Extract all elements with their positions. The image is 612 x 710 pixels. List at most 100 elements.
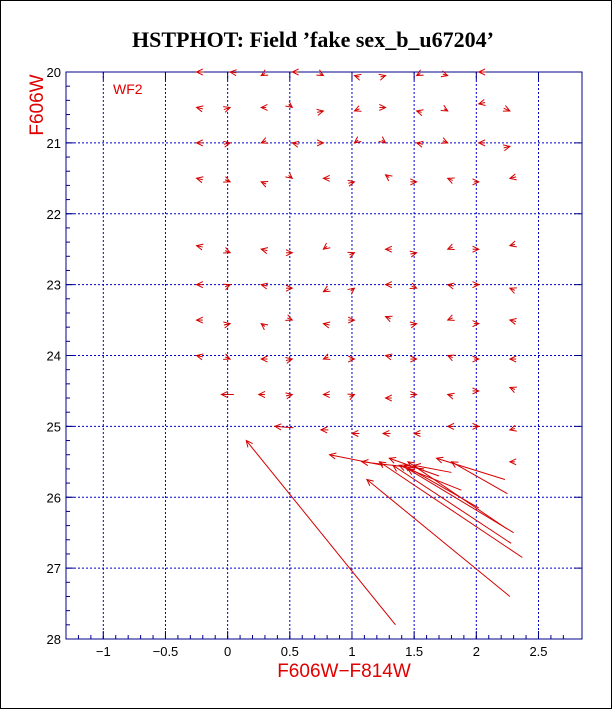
vector-arrow — [446, 422, 455, 430]
vector-arrow — [347, 316, 356, 324]
vector-arrow — [347, 287, 356, 295]
vector-arrow — [508, 287, 517, 294]
y-tick-label: 27 — [47, 561, 61, 576]
vector-arrow — [403, 464, 480, 509]
vector-arrow — [440, 70, 449, 78]
vector-arrow — [350, 429, 360, 437]
vector-arrow — [260, 247, 269, 254]
vector-arrow — [195, 176, 204, 184]
vector-arrow — [440, 104, 449, 112]
vector-arrow — [353, 136, 362, 144]
vector-arrow — [412, 429, 421, 437]
vector-arrow — [223, 353, 232, 360]
vector-arrow — [379, 103, 387, 111]
y-tick-label: 22 — [47, 207, 61, 222]
x-tick-label: 2.5 — [529, 644, 547, 659]
vector-arrow — [285, 284, 294, 292]
vector-arrow — [384, 315, 393, 323]
vector-arrow — [285, 392, 294, 400]
vector-arrow — [472, 387, 480, 395]
vector-arrow — [450, 461, 508, 495]
vector-arrow — [477, 99, 486, 106]
vector-arrow — [378, 136, 387, 144]
vector-arrow — [322, 390, 330, 398]
vector-arrow — [502, 105, 511, 112]
vector-arrow — [291, 140, 300, 148]
x-tick-label: 1.5 — [405, 644, 423, 659]
vector-arrow — [223, 247, 232, 254]
y-tick-label: 23 — [47, 278, 61, 293]
vector-arrow — [446, 354, 455, 362]
x-tick-labels: −1 −0.5 0 0.5 1 1.5 2 2.5 — [96, 644, 548, 659]
axis-ticks — [66, 71, 582, 640]
vector-arrow — [446, 314, 455, 321]
vector-arrow — [291, 68, 299, 76]
vector-arrow — [415, 109, 424, 117]
vector-arrow — [381, 429, 391, 437]
vector-arrow — [223, 321, 232, 329]
vector-arrow — [409, 250, 418, 258]
vector-arrow — [195, 243, 204, 251]
vector-arrow — [392, 464, 512, 544]
vector-arrow — [260, 322, 269, 331]
vector-arrow — [435, 456, 506, 481]
vector-arrow — [223, 106, 232, 113]
y-axis-label: F606W — [27, 74, 48, 135]
vector-arrow — [446, 243, 455, 251]
vector-arrow — [322, 242, 331, 250]
vector-arrow — [273, 423, 294, 431]
x-tick-label: 0 — [224, 644, 231, 659]
vector-arrow — [260, 355, 268, 363]
vector-arrow — [285, 249, 294, 257]
x-tick-label: 2 — [473, 644, 480, 659]
vector-arrow — [446, 392, 455, 400]
vector-arrow — [260, 69, 269, 77]
x-tick-label: −1 — [96, 644, 111, 659]
vector-arrow — [228, 69, 237, 77]
vector-arrow — [319, 426, 329, 434]
x-axis-label: F606W−F814W — [277, 661, 411, 682]
vector-arrow — [384, 281, 393, 289]
vector-arrow — [472, 245, 480, 253]
vector-arrow — [446, 282, 455, 290]
vector-arrow — [347, 393, 356, 401]
x-tick-label: −0.5 — [153, 644, 179, 659]
vector-arrow — [508, 355, 517, 363]
vector-arrow — [195, 105, 204, 113]
vector-arrow — [508, 240, 517, 248]
vector-arrow — [384, 394, 393, 402]
vector-arrow — [472, 281, 480, 289]
vector-arrow — [508, 458, 517, 466]
vector-arrow — [415, 69, 424, 77]
vector-arrow — [410, 390, 418, 398]
vector-arrow — [285, 314, 294, 321]
vector-arrow — [195, 139, 204, 147]
vector-arrow — [195, 353, 204, 361]
vector-arrow — [406, 461, 508, 530]
vector-arrow — [223, 176, 232, 183]
vector-arrow — [378, 461, 523, 558]
vector-arrow — [472, 178, 480, 186]
y-tick-label: 21 — [47, 136, 61, 151]
vector-arrow — [322, 353, 331, 360]
vector-arrow — [384, 353, 393, 361]
vector-arrow — [406, 468, 514, 534]
x-tick-label: 0.5 — [281, 644, 299, 659]
vector-arrow — [347, 355, 356, 363]
vector-arrow — [508, 424, 517, 432]
vector-arrow — [409, 321, 418, 329]
y-tick-label: 25 — [47, 419, 61, 434]
panel-label: WF2 — [113, 81, 143, 97]
vector-arrow — [440, 137, 449, 144]
y-tick-label: 20 — [47, 65, 61, 80]
vector-arrow — [347, 179, 356, 187]
vector-arrow — [285, 100, 294, 109]
vector-arrow — [388, 457, 440, 477]
vector-arrow — [260, 137, 269, 144]
vector-arrow — [195, 68, 205, 76]
y-tick-label: 26 — [47, 490, 61, 505]
vector-arrow — [260, 282, 269, 290]
vector-arrow — [260, 181, 269, 188]
